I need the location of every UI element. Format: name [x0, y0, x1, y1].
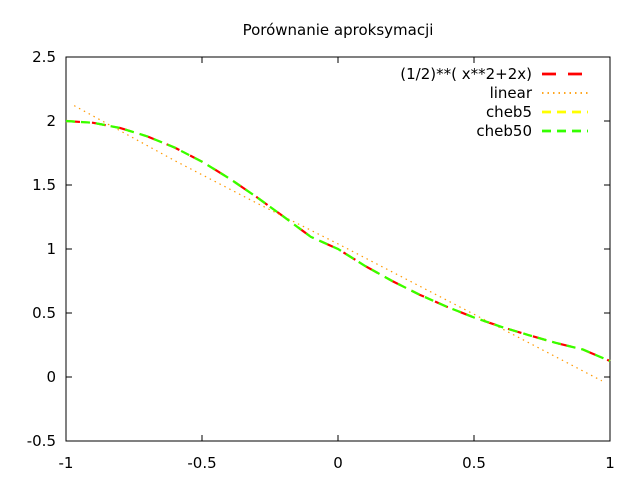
y-tick-label: 0.5 — [32, 304, 56, 322]
y-tick-label: 2 — [46, 112, 56, 130]
y-tick-label: 0 — [46, 368, 56, 386]
series-line-cheb5 — [65, 119, 611, 363]
chart-title: Porównanie aproksymacji — [243, 21, 434, 39]
legend-label: (1/2)**( x**2+2x) — [400, 65, 532, 83]
y-axis: 2.5 2 1.5 1 0.5 0 -0.5 — [27, 48, 610, 450]
y-tick-label: 1 — [46, 240, 56, 258]
legend-label: cheb5 — [486, 103, 532, 121]
x-tick-label: -0.5 — [187, 454, 216, 472]
x-tick-label: -1 — [59, 454, 74, 472]
y-tick-label: 1.5 — [32, 176, 56, 194]
series-line-1-2-x-2-2x — [65, 119, 611, 363]
series-layer — [65, 105, 611, 382]
series-line-cheb50 — [65, 119, 611, 363]
x-axis: -1 -0.5 0 0.5 1 — [59, 57, 615, 472]
series-line-linear — [73, 105, 603, 382]
legend-label: cheb50 — [476, 122, 532, 140]
x-tick-label: 0 — [333, 454, 343, 472]
legend-label: linear — [490, 84, 533, 102]
y-tick-label: 2.5 — [32, 48, 56, 66]
y-tick-label: -0.5 — [27, 432, 56, 450]
x-tick-label: 1 — [605, 454, 615, 472]
x-tick-label: 0.5 — [462, 454, 486, 472]
